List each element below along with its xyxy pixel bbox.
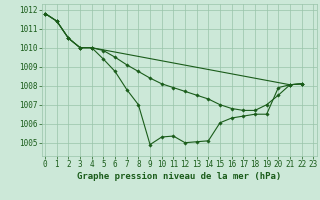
X-axis label: Graphe pression niveau de la mer (hPa): Graphe pression niveau de la mer (hPa) xyxy=(77,172,281,181)
